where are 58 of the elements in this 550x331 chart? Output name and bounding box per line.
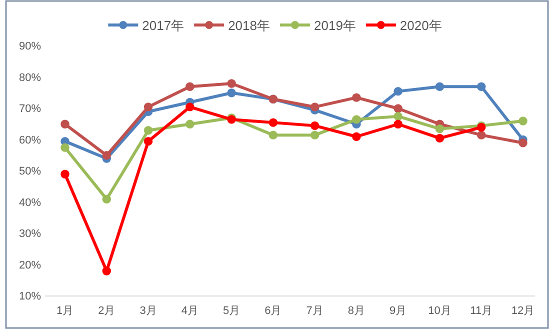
y-tick-label: 60% [18,134,42,146]
point [268,118,278,127]
point [310,102,320,112]
point [518,116,528,126]
point [476,130,486,140]
legend-label: 2018年 [228,18,270,33]
point [310,121,320,130]
y-tick-label: 10% [18,290,42,303]
x-tick-label: 7月 [306,304,324,317]
legend-label: 2017年 [142,18,184,33]
point [310,130,320,140]
point [227,79,236,88]
y-tick-label: 30% [18,228,42,240]
point [394,104,402,113]
y-tick-label: 80% [18,72,42,84]
point [186,120,194,128]
y-tick-label: 20% [18,259,42,272]
y-tick-label: 90% [18,40,42,53]
x-tick-label: 9月 [390,304,407,317]
point [268,130,278,140]
y-tick-label: 50% [18,166,42,178]
point [102,151,112,160]
point [60,143,70,152]
point [435,82,444,91]
point [435,124,444,134]
x-tick-label: 6月 [264,304,282,317]
x-tick-label: 11月 [470,304,493,317]
x-tick-label: 12月 [511,304,535,317]
point [227,88,236,98]
point [186,102,194,112]
x-tick-label: 8月 [348,304,366,317]
point [394,112,402,121]
x-tick-label: 10月 [428,304,452,317]
legend-label: 2020年 [400,18,442,33]
point [102,266,112,276]
x-tick-label: 2月 [98,304,116,317]
point [352,132,361,141]
point [476,82,486,91]
point [435,134,444,143]
point [394,120,402,128]
legend-label: 2019年 [314,18,356,33]
point [60,120,70,128]
point [144,102,153,112]
point [518,138,528,148]
x-tick-label: 3月 [140,304,157,317]
x-tick-label: 5月 [222,304,240,317]
point [394,86,402,96]
y-tick-label: 70% [18,103,42,116]
y-tick-label: 40% [18,196,42,209]
point [102,194,112,204]
point [144,126,153,135]
x-tick-label: 1月 [56,304,74,317]
point [144,136,153,146]
x-tick-label: 4月 [181,304,198,317]
point [186,82,194,91]
point [352,93,361,102]
point [60,170,70,178]
point [352,115,361,124]
